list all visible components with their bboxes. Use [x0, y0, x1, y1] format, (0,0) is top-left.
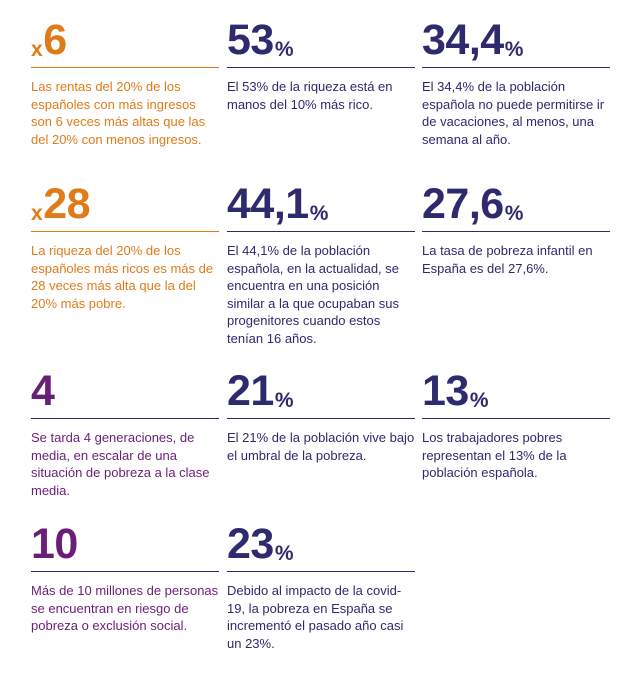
- divider: [227, 67, 415, 68]
- stat-value: 4: [31, 367, 55, 415]
- divider: [422, 231, 610, 232]
- stat-value: 13: [422, 367, 469, 415]
- stat-description: El 44,1% de la población española, en la…: [227, 243, 400, 346]
- divider: [31, 67, 219, 68]
- stat-description: La tasa de pobreza infantil en España es…: [422, 243, 593, 276]
- stat-card: 4 Se tarda 4 generaciones, de media, en …: [31, 369, 219, 499]
- stat-card: x 28 La riqueza del 20% de los españoles …: [31, 182, 219, 312]
- stat-number: x 28: [31, 182, 219, 226]
- stat-description: Más de 10 millones de personas se encuen…: [31, 583, 219, 633]
- stat-unit: %: [504, 202, 524, 225]
- stat-description: Los trabajadores pobres representan el 1…: [422, 430, 567, 480]
- stat-unit: %: [469, 389, 489, 412]
- divider: [227, 571, 415, 572]
- stat-description: Las rentas del 20% de los españoles con …: [31, 79, 206, 147]
- stat-value: 10: [31, 520, 78, 568]
- stat-prefix: x: [31, 202, 43, 225]
- stat-number: 4: [31, 369, 219, 413]
- stat-value: 53: [227, 16, 274, 64]
- stat-unit: %: [504, 38, 524, 61]
- stat-number: 27,6%: [422, 182, 610, 226]
- stat-number: 53%: [227, 18, 415, 62]
- stat-value: 44,1: [227, 180, 309, 228]
- divider: [31, 418, 219, 419]
- stat-unit: %: [274, 38, 294, 61]
- stat-card: 44,1% El 44,1% de la población española,…: [227, 182, 415, 347]
- stat-unit: %: [309, 202, 329, 225]
- stat-value: 23: [227, 520, 274, 568]
- stat-description: El 21% de la población vive bajo el umbr…: [227, 430, 415, 463]
- stat-card: 53% El 53% de la riqueza está en manos d…: [227, 18, 415, 113]
- stat-unit: %: [274, 389, 294, 412]
- stat-number: 34,4%: [422, 18, 610, 62]
- stat-card: 34,4% El 34,4% de la población española …: [422, 18, 610, 148]
- stat-card: 21% El 21% de la población vive bajo el …: [227, 369, 415, 464]
- stat-value: 27,6: [422, 180, 504, 228]
- stat-value: 28: [43, 180, 91, 228]
- divider: [227, 418, 415, 419]
- stat-card: 27,6% La tasa de pobreza infantil en Esp…: [422, 182, 610, 277]
- stat-description: Debido al impacto de la covid-19, la pob…: [227, 583, 404, 651]
- stat-value: 34,4: [422, 16, 504, 64]
- stat-description: La riqueza del 20% de los españoles más …: [31, 243, 214, 311]
- stat-description: El 53% de la riqueza está en manos del 1…: [227, 79, 393, 112]
- divider: [422, 67, 610, 68]
- stat-prefix: x: [31, 38, 43, 61]
- stat-number: 13%: [422, 369, 610, 413]
- stat-value: 21: [227, 367, 274, 415]
- divider: [31, 571, 219, 572]
- stat-card: 13% Los trabajadores pobres representan …: [422, 369, 610, 482]
- stat-unit: %: [274, 542, 294, 565]
- stat-number: 23%: [227, 522, 415, 566]
- stat-number: 10: [31, 522, 219, 566]
- stat-number: 21%: [227, 369, 415, 413]
- stat-value: 6: [43, 16, 67, 64]
- stat-card: 10 Más de 10 millones de personas se enc…: [31, 522, 219, 635]
- divider: [422, 418, 610, 419]
- divider: [227, 231, 415, 232]
- stat-description: Se tarda 4 generaciones, de media, en es…: [31, 430, 210, 498]
- divider: [31, 231, 219, 232]
- stat-description: El 34,4% de la población española no pue…: [422, 79, 605, 147]
- stat-number: 44,1%: [227, 182, 415, 226]
- stat-card: 23% Debido al impacto de la covid-19, la…: [227, 522, 415, 652]
